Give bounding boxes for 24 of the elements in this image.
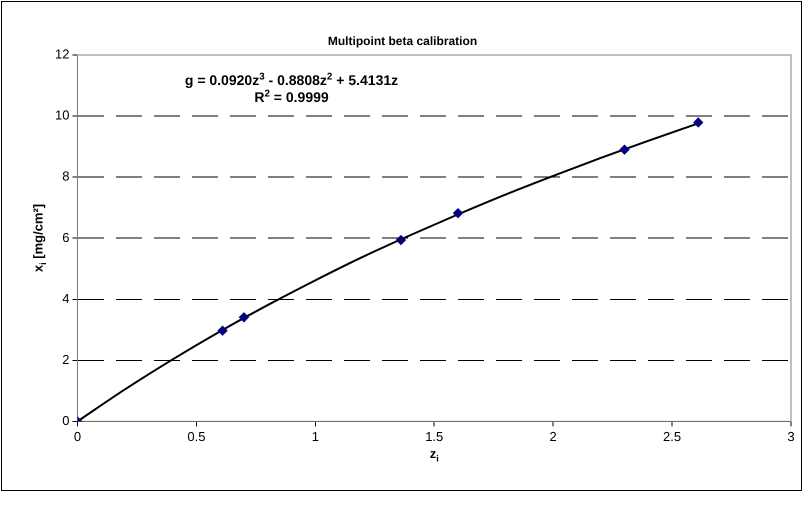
x-tick-label: 2 [550,428,557,444]
annotation: R$^{2}$ = 0.9999 [254,88,329,105]
point [693,117,704,128]
point [396,235,406,246]
y-tick-label: 4 [62,290,70,306]
annotation: g = 0.0920z$^{3}$ - 0.8808z$^{2}$ + 5.4131z [184,71,398,88]
y-tick-label: 6 [62,230,70,245]
y-tick-label: 8 [62,168,70,184]
chart-title: Multipoint beta calibration [326,34,478,48]
point [218,326,228,336]
x-tick-label: 1.5 [425,428,444,444]
x-tick-label: 3 [787,428,795,444]
point [453,208,464,218]
y-tick-label: 2 [62,352,70,367]
point [238,312,249,322]
x-tick-label: 2.5 [663,428,682,444]
y-tick-label: 10 [54,108,70,123]
x-tick-label: 0 [74,428,82,444]
y-tick-label: 0 [62,412,70,428]
point [620,144,630,155]
x-axis-title: z$_{i}$ [430,446,439,464]
x-tick-label: 1 [312,428,319,444]
y-tick-label: 12 [54,46,70,62]
x-tick-label: 0.5 [187,428,206,444]
